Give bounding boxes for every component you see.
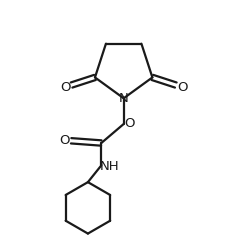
Text: O: O	[125, 118, 135, 130]
Text: NH: NH	[100, 160, 120, 173]
Text: O: O	[60, 81, 70, 93]
Text: O: O	[177, 81, 187, 93]
Text: N: N	[119, 92, 128, 105]
Text: O: O	[60, 134, 70, 147]
